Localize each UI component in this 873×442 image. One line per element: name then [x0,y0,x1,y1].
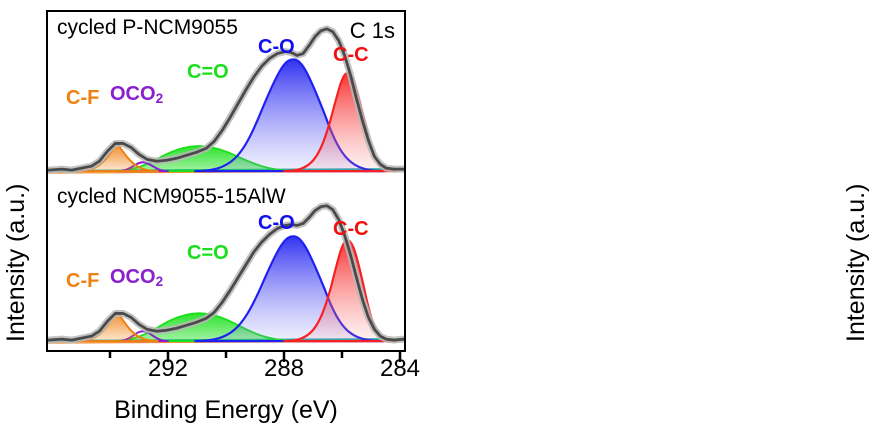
x-axis-label-c1s: Binding Energy (eV) [114,396,338,424]
peak-label-cc-c1s-bottom: C-C [333,218,369,240]
peak-label-oco2-c1s-bottom: OCO2 [110,266,164,289]
panel-group-f1s: Intensity (a.u.) cycled P-NCM9055 F 1s C… [420,0,873,442]
x-axis-ticks-c1s [108,352,402,362]
spectrum-curve-c1s-bottom [48,181,404,350]
peak-label-cf-c1s-bottom: C-F [66,270,100,292]
sample-label-c1s-top: cycled P-NCM9055 [57,16,238,39]
x-tick-label: 288 [263,355,305,382]
spectrum-curve-c1s-top [48,12,404,181]
subpanel-c1s-top: cycled P-NCM9055 C 1s C-F OCO2 C=O C-O C… [48,12,404,181]
x-tick-label: 292 [147,355,189,382]
peak-label-ceqo-c1s-top: C=O [187,61,229,83]
region-label-c1s: C 1s [349,18,395,43]
peak-label-co-c1s-top: C-O [258,36,295,58]
panel-group-c1s: Intensity (a.u.) cycled P-NCM9055 C 1s C… [0,0,430,442]
subpanel-c1s-bottom: cycled NCM9055-15AlW C-F OCO2 C=O C-O C-… [48,181,404,350]
peak-label-cf-c1s-top: C-F [66,87,100,109]
peak-label-co-c1s-bottom: C-O [258,212,295,234]
y-axis-label-f1s: Intensity (a.u.) [842,183,870,342]
peak-label-ceqo-c1s-bottom: C=O [187,242,229,264]
x-tick-label: 284 [379,355,421,382]
y-axis-label-c1s: Intensity (a.u.) [2,183,30,342]
peak-label-cc-c1s-top: C-C [333,44,369,66]
peak-label-oco2-c1s-top: OCO2 [110,83,164,106]
plot-area-c1s: cycled P-NCM9055 C 1s C-F OCO2 C=O C-O C… [46,10,406,352]
sample-label-c1s-bottom: cycled NCM9055-15AlW [57,185,286,208]
x-tick-labels-c1s: 292 288 284 [46,355,420,385]
